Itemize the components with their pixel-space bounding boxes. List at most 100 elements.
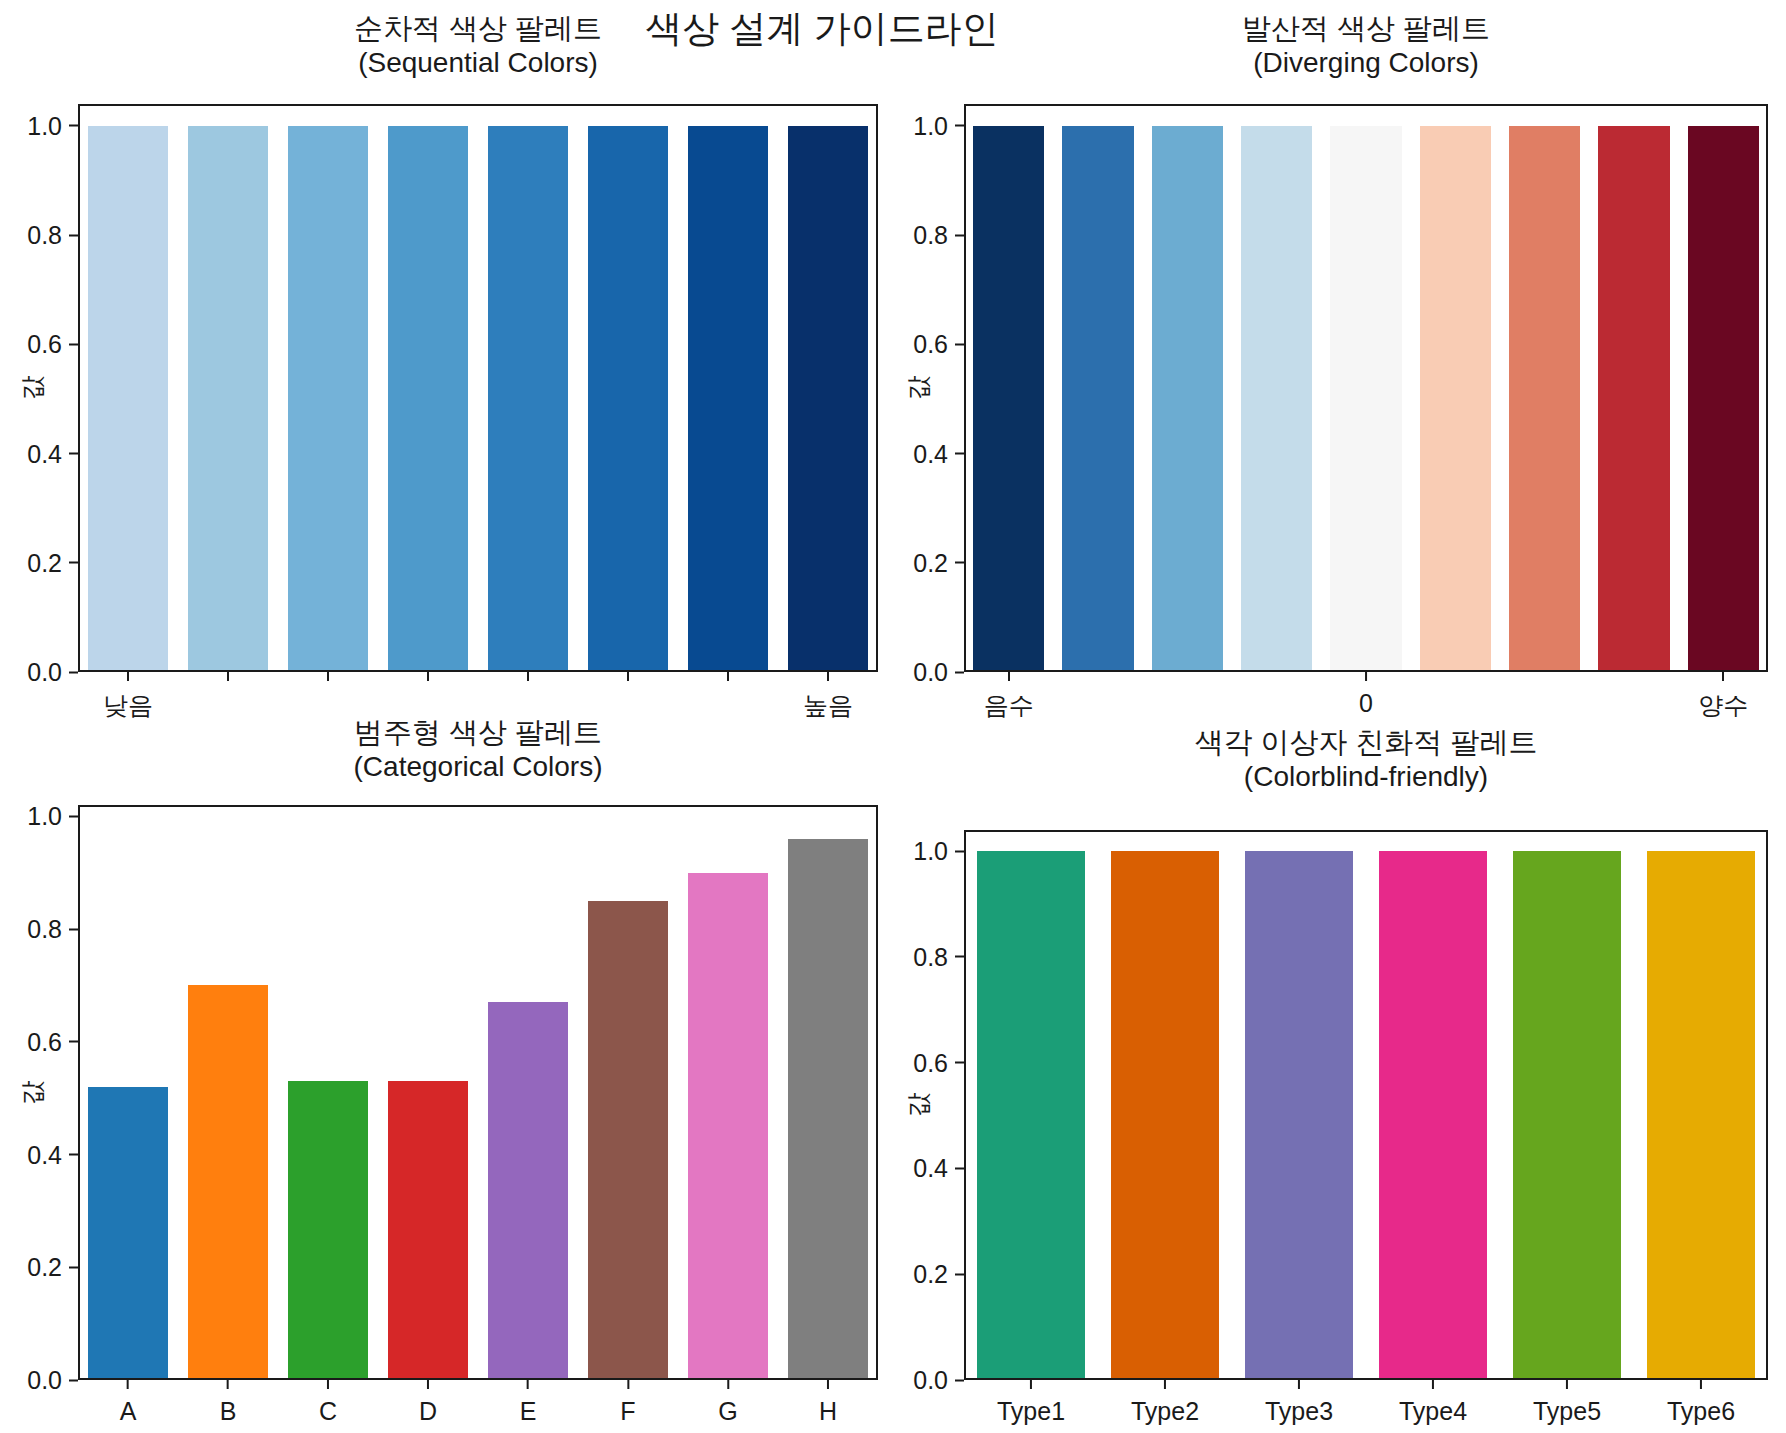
y-tick-label: 0.4 xyxy=(913,441,948,466)
y-tick-mark xyxy=(955,956,964,958)
y-axis-label: 값 xyxy=(16,376,49,401)
chart-title-korean: 순차적 색상 팔레트 xyxy=(354,10,602,46)
x-tick-mark xyxy=(1722,672,1724,681)
y-ticks: 0.00.20.40.60.81.0 xyxy=(964,104,1768,672)
y-tick-label: 0.2 xyxy=(913,550,948,575)
y-tick-label: 0.2 xyxy=(27,1255,62,1280)
chart-title-korean: 색각 이상자 친화적 팔레트 xyxy=(1194,724,1537,760)
x-tick-mark xyxy=(127,672,129,681)
x-tick-label: Type2 xyxy=(1131,1397,1199,1426)
chart-title-diverging: 발산적 색상 팔레트 (Diverging Colors) xyxy=(1242,10,1490,80)
figure-title: 색상 설계 가이드라인 xyxy=(645,8,999,50)
chart-title-korean: 발산적 색상 팔레트 xyxy=(1242,10,1490,46)
y-tick: 0.0 xyxy=(913,660,964,685)
y-tick-label: 1.0 xyxy=(913,839,948,864)
y-tick-label: 0.8 xyxy=(913,944,948,969)
subplot-colorblind: 색각 이상자 친화적 팔레트 (Colorblind-friendly) 값 0… xyxy=(964,830,1768,1380)
x-tick-mark xyxy=(1008,672,1010,681)
y-axis-label: 값 xyxy=(902,376,935,401)
x-tick-label: Type5 xyxy=(1533,1397,1601,1426)
y-tick-label: 0.0 xyxy=(913,1368,948,1393)
y-tick: 1.0 xyxy=(913,113,964,138)
y-tick-mark xyxy=(69,671,78,673)
y-tick: 1.0 xyxy=(913,839,964,864)
y-tick-mark xyxy=(69,343,78,345)
chart-title-english: (Sequential Colors) xyxy=(354,46,602,80)
x-tick-label: F xyxy=(620,1397,635,1426)
x-tick: 0 xyxy=(1359,672,1373,718)
y-tick: 0.2 xyxy=(27,1255,78,1280)
y-tick: 0.8 xyxy=(913,223,964,248)
x-tick: Type4 xyxy=(1399,1380,1467,1426)
x-tick: E xyxy=(520,1380,537,1426)
y-tick: 0.8 xyxy=(913,944,964,969)
x-tick-mark xyxy=(327,672,329,681)
y-tick-mark xyxy=(955,671,964,673)
y-tick-label: 0.4 xyxy=(27,1142,62,1167)
x-tick-mark xyxy=(727,672,729,681)
x-tick-mark xyxy=(527,1380,529,1389)
x-tick: H xyxy=(819,1380,837,1426)
y-tick-label: 1.0 xyxy=(913,113,948,138)
x-tick-label: 0 xyxy=(1359,689,1373,718)
y-tick: 0.2 xyxy=(913,1262,964,1287)
y-tick-mark xyxy=(955,234,964,236)
x-tick-mark xyxy=(1030,1380,1032,1389)
x-tick-mark xyxy=(427,1380,429,1389)
y-tick-mark xyxy=(69,928,78,930)
y-tick-mark xyxy=(69,125,78,127)
x-tick: 낮음 xyxy=(103,672,153,722)
y-ticks: 0.00.20.40.60.81.0 xyxy=(964,830,1768,1380)
y-axis-label: 값 xyxy=(16,1080,49,1105)
chart-title-english: (Categorical Colors) xyxy=(354,750,603,784)
x-tick-mark xyxy=(527,672,529,681)
x-tick-label: Type3 xyxy=(1265,1397,1333,1426)
x-tick: D xyxy=(419,1380,437,1426)
y-tick-label: 0.6 xyxy=(27,332,62,357)
y-tick-label: 0.0 xyxy=(27,660,62,685)
x-tick-label: D xyxy=(419,1397,437,1426)
y-tick-mark xyxy=(69,1154,78,1156)
y-tick: 0.0 xyxy=(27,1368,78,1393)
x-tick xyxy=(427,672,429,689)
x-tick-mark xyxy=(627,672,629,681)
x-tick: A xyxy=(120,1380,137,1426)
x-tick: Type3 xyxy=(1265,1380,1333,1426)
y-tick-mark xyxy=(955,1379,964,1381)
y-tick-mark xyxy=(955,1167,964,1169)
y-tick-label: 0.8 xyxy=(27,917,62,942)
x-tick: Type5 xyxy=(1533,1380,1601,1426)
y-tick-mark xyxy=(955,125,964,127)
x-tick-label: 낮음 xyxy=(103,689,153,722)
x-tick-mark xyxy=(1432,1380,1434,1389)
y-tick: 0.6 xyxy=(27,1029,78,1054)
y-tick-mark xyxy=(955,850,964,852)
x-tick xyxy=(727,672,729,689)
y-tick-mark xyxy=(69,1041,78,1043)
y-tick: 0.0 xyxy=(913,1368,964,1393)
x-tick: Type1 xyxy=(997,1380,1065,1426)
y-ticks: 0.00.20.40.60.81.0 xyxy=(78,104,878,672)
y-tick-label: 0.8 xyxy=(27,223,62,248)
y-tick-label: 0.8 xyxy=(913,223,948,248)
x-tick-mark xyxy=(1164,1380,1166,1389)
x-tick: B xyxy=(220,1380,237,1426)
subplot-sequential: 순차적 색상 팔레트 (Sequential Colors) 값 0.00.20… xyxy=(78,104,878,672)
x-tick: F xyxy=(620,1380,635,1426)
x-tick-mark xyxy=(627,1380,629,1389)
x-tick xyxy=(327,672,329,689)
x-tick-label: 양수 xyxy=(1698,689,1748,722)
x-tick: C xyxy=(319,1380,337,1426)
y-tick: 0.6 xyxy=(913,332,964,357)
y-tick-label: 0.2 xyxy=(27,550,62,575)
y-axis-label: 값 xyxy=(902,1093,935,1118)
x-tick: 양수 xyxy=(1698,672,1748,722)
y-tick-label: 1.0 xyxy=(27,804,62,829)
y-tick-mark xyxy=(69,453,78,455)
x-tick-mark xyxy=(1566,1380,1568,1389)
x-tick-mark xyxy=(727,1380,729,1389)
chart-title-sequential: 순차적 색상 팔레트 (Sequential Colors) xyxy=(354,10,602,80)
x-tick-label: C xyxy=(319,1397,337,1426)
y-tick: 0.0 xyxy=(27,660,78,685)
x-tick-mark xyxy=(1365,672,1367,681)
